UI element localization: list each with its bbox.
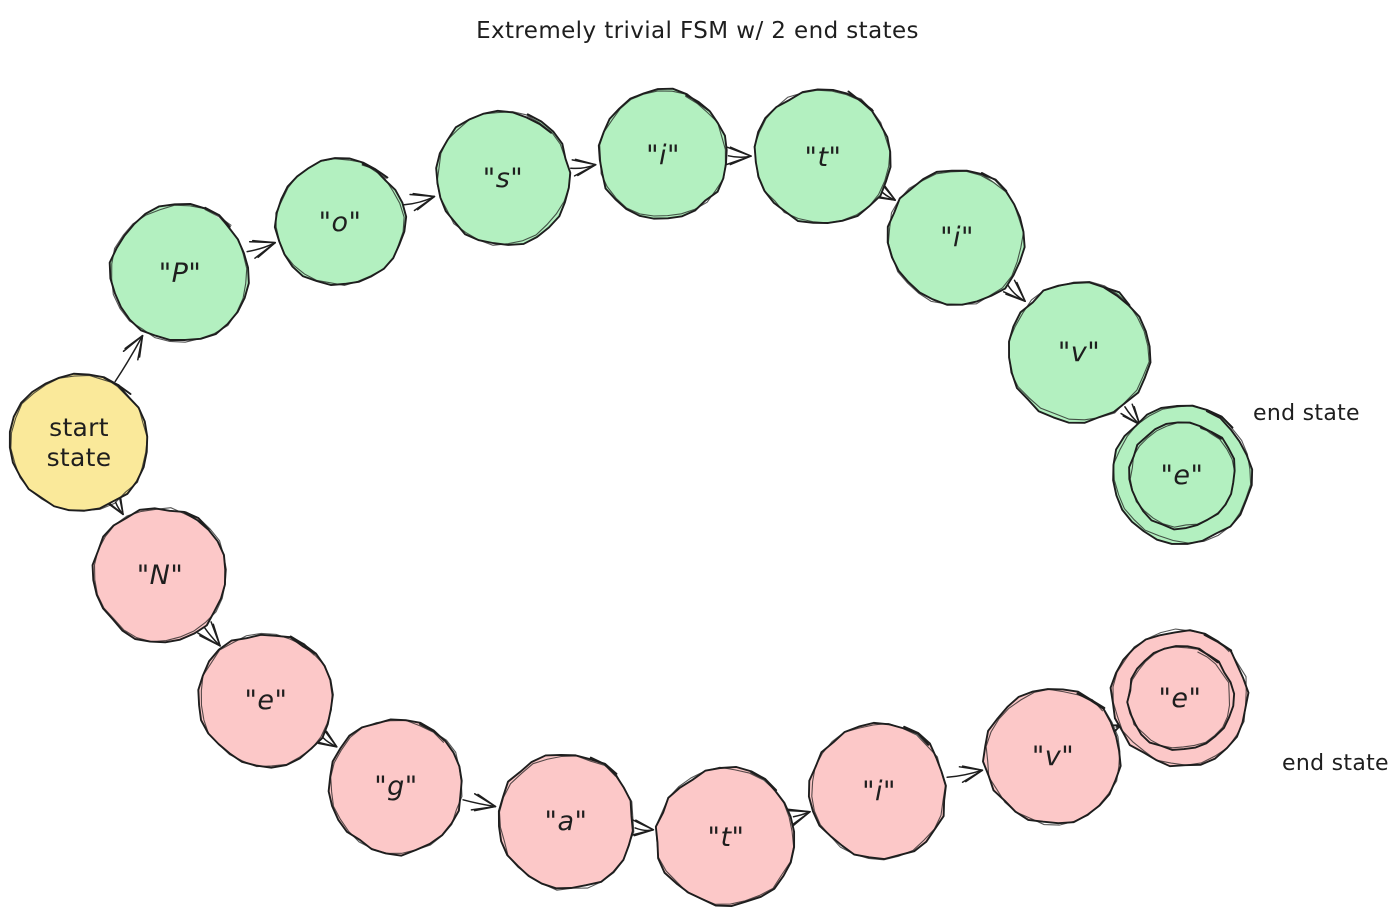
state-node-g-i2[interactable]: "i" [886,169,1026,306]
node-accept-inner-circle-sketch [1126,646,1231,749]
node-outer-circle-sketch [599,90,726,217]
node-outer-circle-sketch [1008,280,1150,421]
node-outer-circle-sketch [330,719,463,854]
node-outer-circle [807,721,947,860]
node-outer-circle-sketch [436,111,571,246]
state-node-p-t[interactable]: "t" [654,766,796,908]
state-node-p-N[interactable]: "N" [91,507,227,644]
node-label-g-v: "v" [1058,337,1100,368]
node-outer-circle-sketch [1113,404,1252,544]
edge-p-i-to-p-v [946,765,984,783]
state-node-g-t[interactable]: "t" [753,88,892,224]
node-outer-circle-sketch [1112,628,1247,766]
node-outer-circle [1109,629,1250,768]
node-outer-circle-sketch [275,158,405,287]
page-title: Extremely trivial FSM w/ 2 end states [476,18,919,44]
edge-g-i2-to-g-v [1002,279,1026,302]
node-label-p-e2: "e" [1159,683,1202,714]
state-node-p-a[interactable]: "a" [497,754,635,891]
state-node-p-g[interactable]: "g" [327,718,463,857]
node-outer-circle-sketch [985,688,1121,826]
node-label-g-s: "s" [483,163,523,194]
node-outer-circle [108,202,250,341]
node-label-p-v: "v" [1032,741,1074,772]
node-outer-circle [197,633,334,769]
node-label-start: start state [47,413,112,472]
edge-g-s-to-g-i1 [570,158,597,177]
node-label-g-e: "e" [1161,460,1204,491]
node-outer-circle [597,87,728,220]
node-label-g-i1: "i" [646,140,680,171]
node-outer-circle-sketch [655,766,795,905]
node-label-p-g: "g" [374,771,417,802]
node-outer-circle [1008,281,1152,424]
node-outer-circle [497,754,634,890]
edge-p-N-to-p-e1 [197,621,221,647]
node-label-g-P: "P" [159,258,202,289]
edge-p-e1-to-p-g [315,728,338,748]
node-label-p-t: "t" [708,822,745,853]
node-outer-circle-sketch [10,374,148,511]
node-label-p-a: "a" [545,806,588,837]
node-label-p-N: "N" [137,560,184,591]
annotation-end-state-lower: end state [1282,751,1389,776]
node-outer-circle-sketch [111,204,248,343]
edge-p-g-to-p-a [462,793,497,812]
annotation-layer: end state end state [1253,401,1389,776]
state-node-g-v[interactable]: "v" [1008,280,1152,424]
node-label-g-t: "t" [805,142,842,173]
edge-start-to-p-N [105,492,124,516]
state-node-g-e[interactable]: "e" [1112,404,1254,545]
edge-p-t-to-p-i [783,808,811,828]
node-accept-inner-circle-sketch [1129,422,1236,528]
state-node-p-v[interactable]: "v" [982,688,1122,826]
node-outer-circle-sketch [200,632,333,768]
node-label-g-o: "o" [319,207,362,238]
edge-p-a-to-p-t [630,819,655,837]
annotation-end-state-upper: end state [1253,401,1360,426]
state-node-p-e2[interactable]: "e" [1109,628,1250,768]
state-node-p-i[interactable]: "i" [807,721,947,861]
node-outer-circle-sketch [753,89,891,224]
state-node-g-P[interactable]: "P" [108,202,250,343]
state-node-start[interactable]: start state [8,372,149,512]
edge-g-v-to-g-e [1120,403,1141,426]
edge-start-to-g-P [114,334,144,383]
node-label-p-e1: "e" [245,685,288,716]
node-outer-circle-sketch [93,507,227,643]
node-outer-circle-sketch [498,755,635,891]
edge-g-o-to-g-s [402,192,436,212]
node-layer: start state "P" "o" "s" "i" "t" "i" "v" "e" "N" "e"… [8,87,1254,908]
node-label-g-i2: "i" [940,222,974,253]
node-outer-circle-sketch [811,722,946,861]
state-node-g-s[interactable]: "s" [435,109,572,246]
edge-g-P-to-g-o [246,239,276,259]
edge-g-i1-to-g-t [726,146,752,166]
state-node-g-o[interactable]: "o" [273,157,408,287]
state-node-p-e1[interactable]: "e" [197,632,334,769]
state-node-g-i1[interactable]: "i" [597,87,728,220]
node-label-p-i: "i" [862,776,896,807]
node-outer-circle [1112,404,1254,545]
node-outer-circle-sketch [887,170,1024,305]
node-outer-circle [91,507,227,644]
